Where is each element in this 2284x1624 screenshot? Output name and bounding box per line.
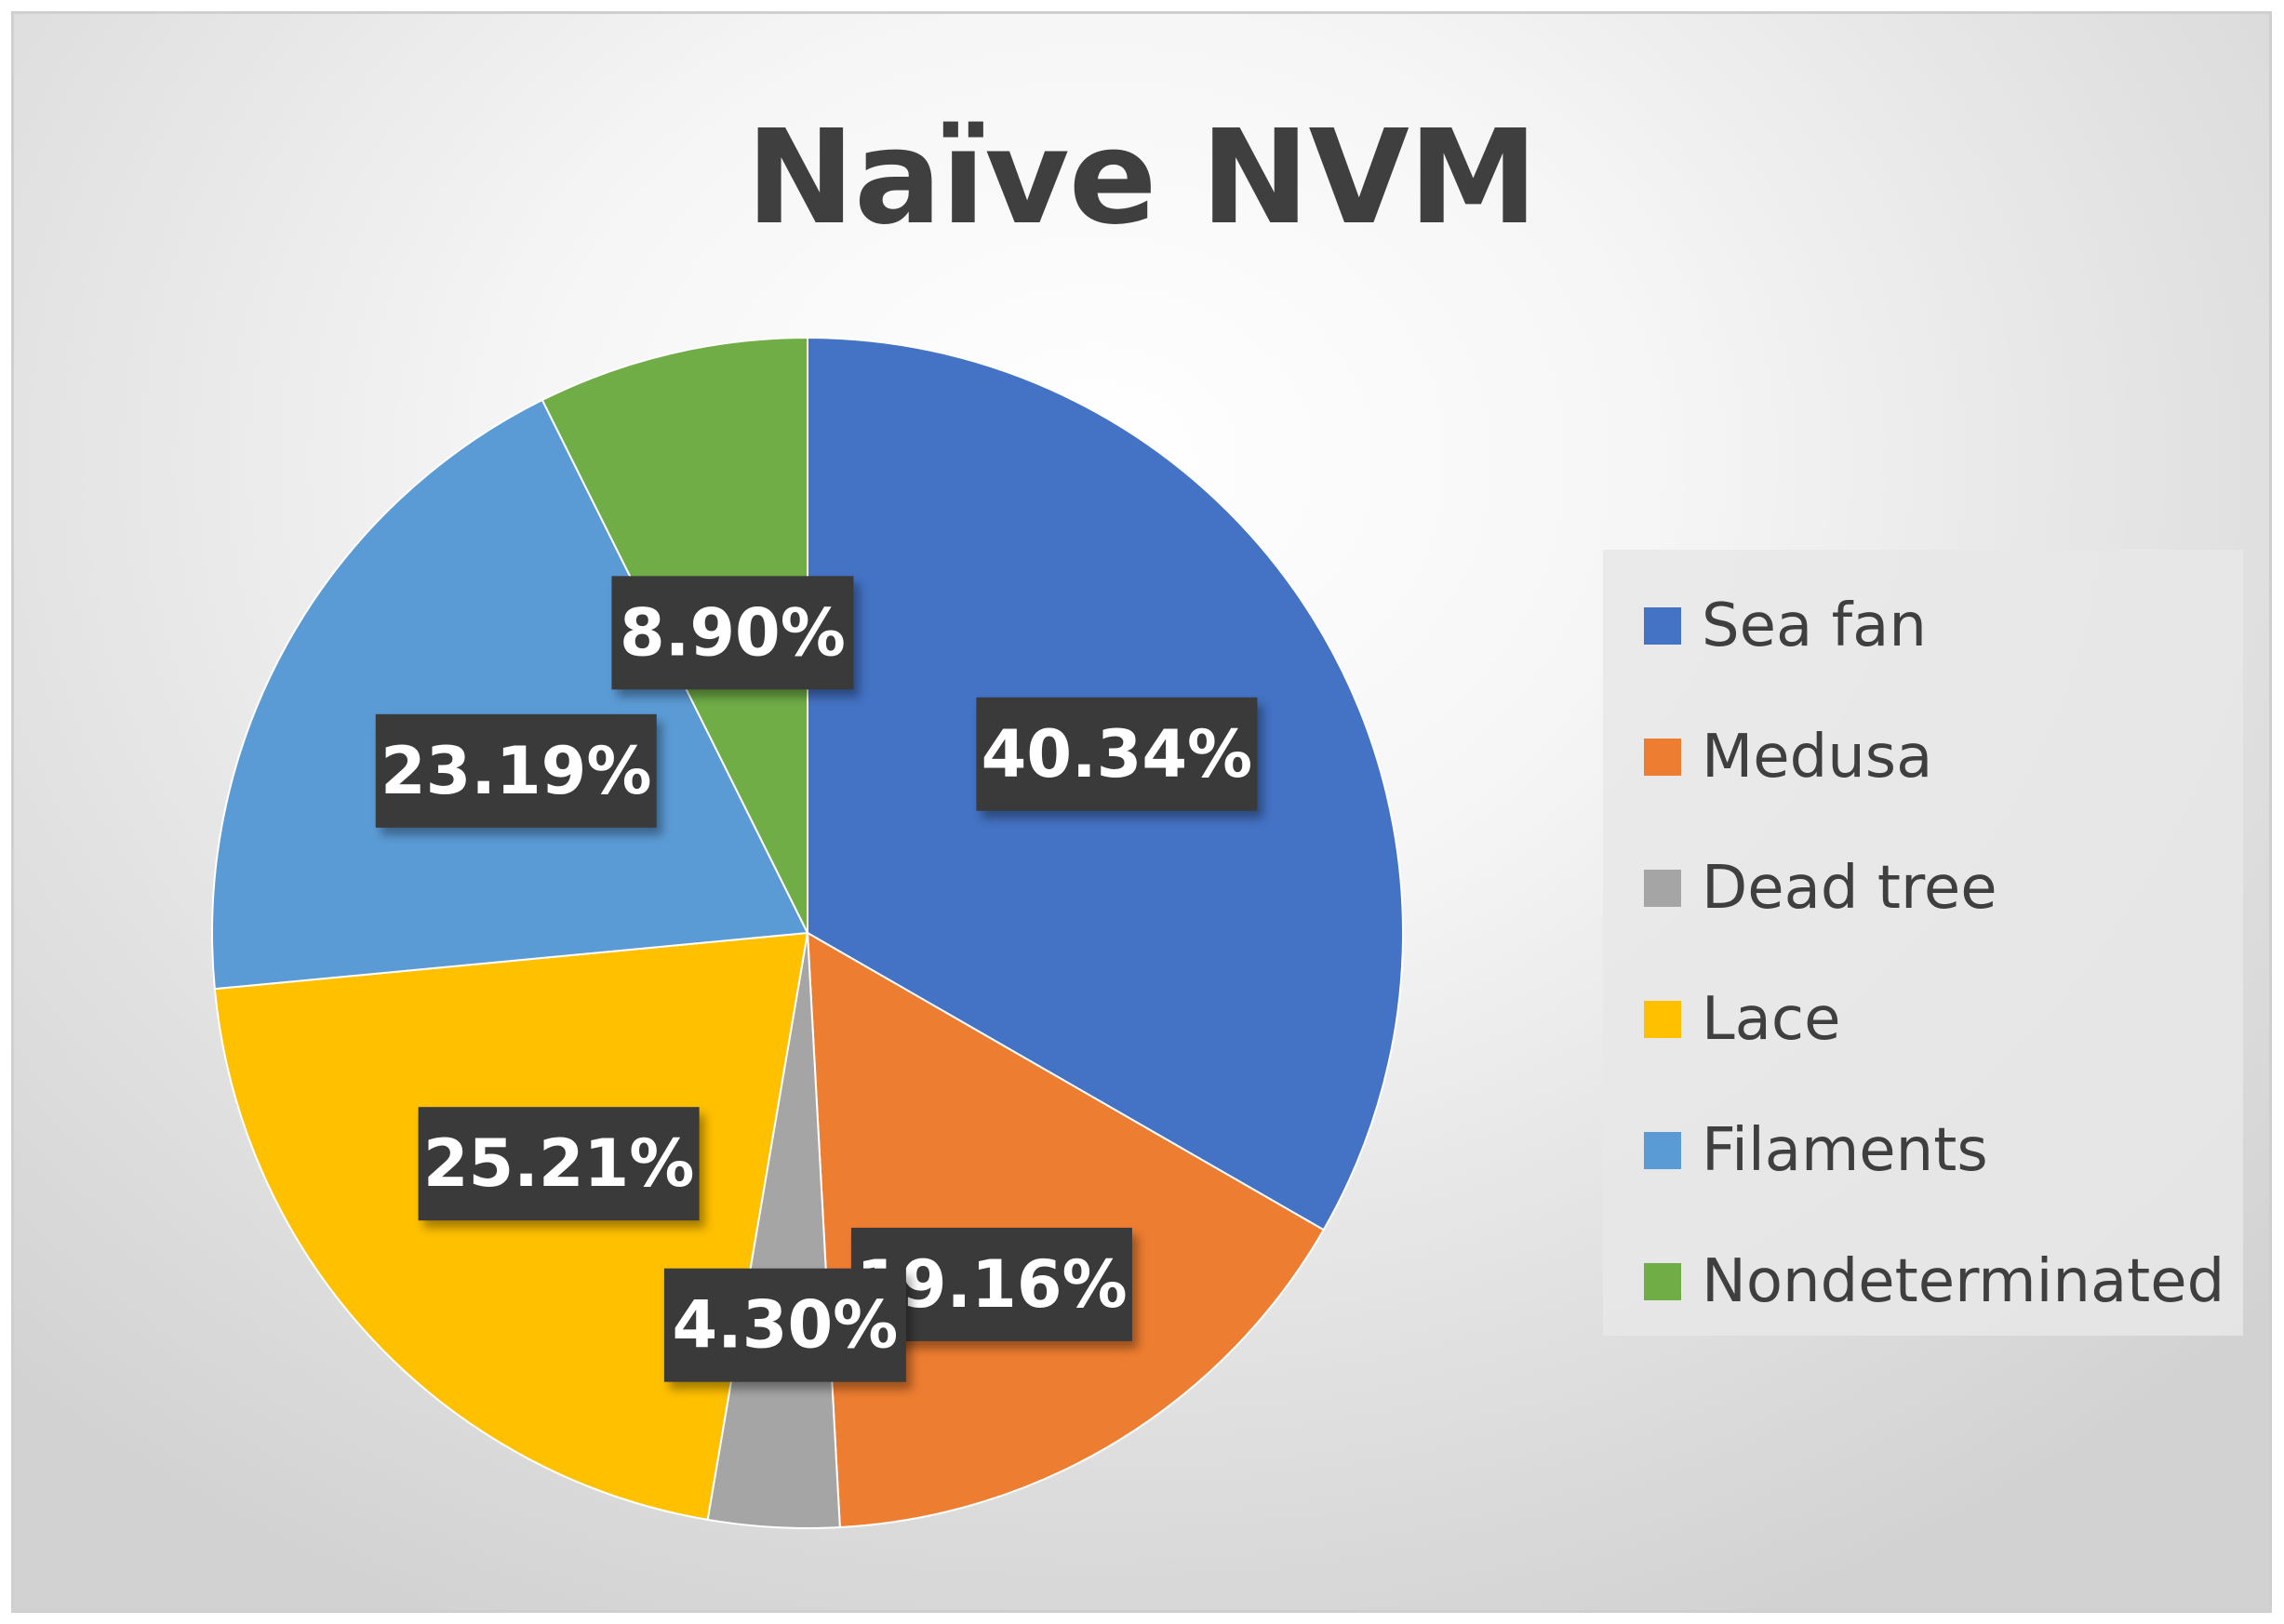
chart-title: Naïve NVM <box>745 102 1538 254</box>
data-label-background <box>418 1107 700 1221</box>
legend-label: Sea fan <box>1702 592 1927 660</box>
legend-label: Lace <box>1702 985 1841 1054</box>
legend-item-nondeterminated: Nondeterminated <box>1644 1245 2224 1319</box>
data-label-background <box>976 697 1258 811</box>
data-label-text: 40.34% <box>982 716 1253 792</box>
legend-label: Filaments <box>1702 1116 1988 1185</box>
legend-swatch <box>1644 1263 1681 1300</box>
legend: Sea fan Medusa Dead tree Lace Filaments Nonde… <box>1603 550 2243 1336</box>
data-label-background <box>611 576 854 690</box>
legend-item-lace: Lace <box>1644 982 1840 1057</box>
legend-label: Nondeterminated <box>1702 1247 2225 1316</box>
data-label-background <box>375 713 657 828</box>
legend-swatch <box>1644 1001 1681 1038</box>
legend-swatch <box>1644 739 1681 776</box>
pie-chart: 40.34%19.16%4.30%25.21%23.19%8.90% <box>211 336 1404 1529</box>
legend-item-medusa: Medusa <box>1644 720 1932 794</box>
legend-item-sea-fan: Sea fan <box>1644 589 1927 663</box>
data-label-text: 4.30% <box>672 1287 898 1364</box>
pie-slice-filaments <box>211 398 809 991</box>
chart-area: Naïve NVM 40.34% 19.16% 4.30% 25.21% 23.19% 8… <box>11 11 2272 1613</box>
data-label-lace: 25.21% <box>418 1107 700 1221</box>
legend-swatch <box>1644 607 1681 645</box>
data-label-background <box>663 1268 906 1382</box>
legend-label: Medusa <box>1702 723 1933 792</box>
data-label-nondeterminated: 8.90% <box>611 576 854 690</box>
legend-swatch <box>1644 870 1681 907</box>
legend-label: Dead tree <box>1702 854 1997 923</box>
data-label-text: 8.90% <box>620 594 846 671</box>
data-label-sea-fan: 40.34% <box>976 697 1258 811</box>
data-label-dead-tree: 4.30% <box>663 1268 906 1382</box>
legend-item-filaments: Filaments <box>1644 1113 1988 1188</box>
pie-slice-lace <box>213 931 809 1522</box>
data-label-text: 23.19% <box>381 733 652 809</box>
legend-swatch <box>1644 1132 1681 1169</box>
data-label-text: 25.21% <box>423 1125 695 1202</box>
data-label-filaments: 23.19% <box>375 713 657 828</box>
legend-item-dead-tree: Dead tree <box>1644 851 1997 925</box>
